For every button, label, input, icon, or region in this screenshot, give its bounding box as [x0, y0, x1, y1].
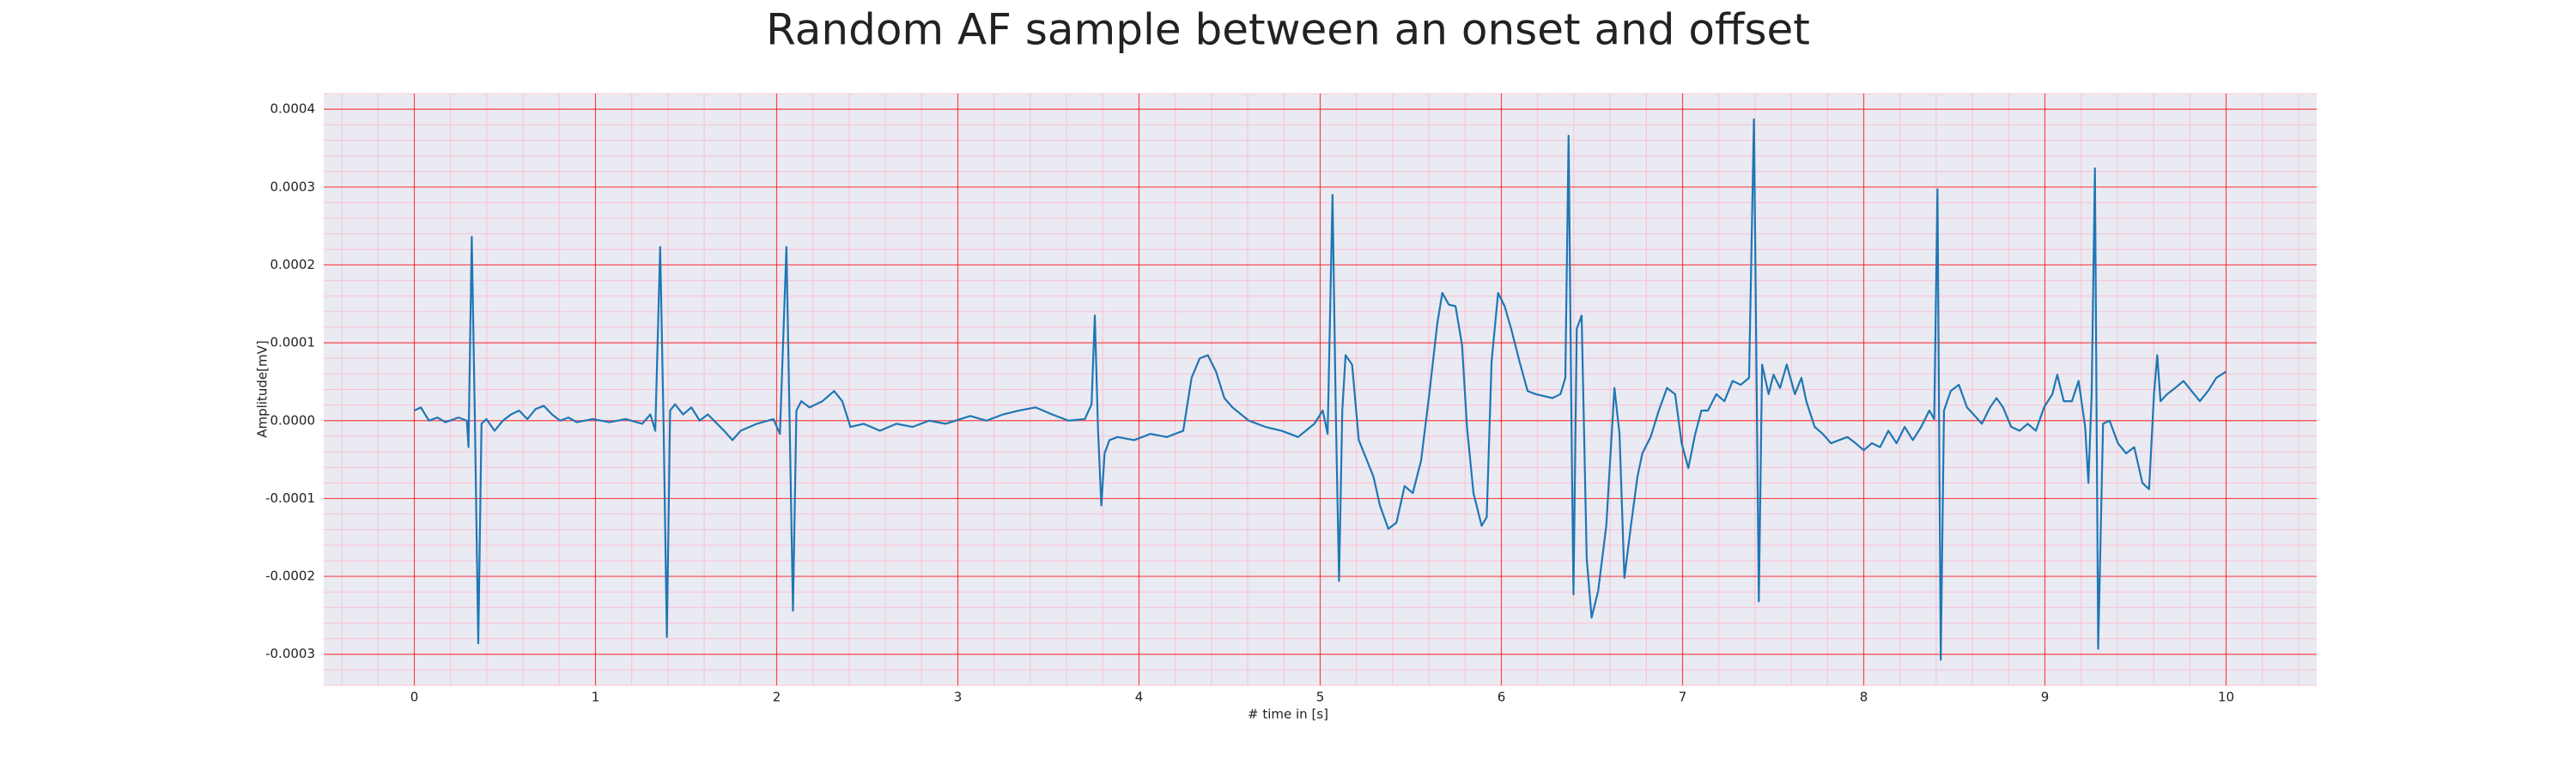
x-tick-label: 9	[2041, 690, 2050, 705]
x-tick-label: 10	[2218, 690, 2234, 705]
x-axis-label: # time in [s]	[1248, 707, 1328, 722]
y-tick-label: -0.0001	[265, 490, 315, 506]
x-tick-label: 5	[1316, 690, 1325, 705]
x-tick-label: 2	[773, 690, 781, 705]
x-tick-label: 1	[592, 690, 600, 705]
y-tick-label: 0.0000	[270, 412, 316, 428]
y-tick-label: 0.0001	[270, 335, 316, 350]
y-tick-label: 0.0003	[270, 179, 316, 194]
y-tick-label: 0.0004	[270, 101, 316, 117]
x-tick-label: 6	[1498, 690, 1506, 705]
chart-title: Random AF sample between an onset and of…	[766, 5, 1810, 55]
x-tick-label: 3	[954, 690, 963, 705]
y-tick-label: -0.0003	[265, 646, 315, 661]
y-tick-label: -0.0002	[265, 569, 315, 584]
x-tick-label: 8	[1860, 690, 1868, 705]
y-tick-label: 0.0002	[270, 257, 316, 272]
x-tick-label: 0	[410, 690, 419, 705]
x-tick-label: 7	[1679, 690, 1687, 705]
signal-line	[414, 118, 2227, 661]
y-axis-label: Amplitude[mV]	[255, 340, 270, 437]
x-tick-label: 4	[1135, 690, 1144, 705]
